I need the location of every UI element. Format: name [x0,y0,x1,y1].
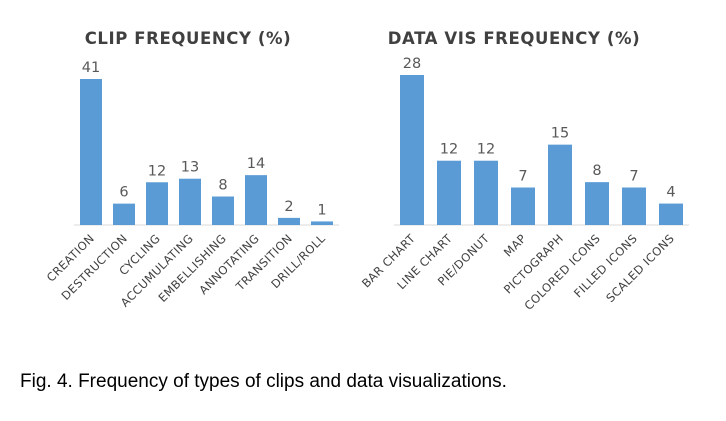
data-label: 12 [440,142,458,158]
bar [278,217,300,225]
data-label: 28 [403,56,421,72]
data-label: 7 [629,169,638,185]
data-label: 15 [551,126,569,142]
bar [474,160,498,225]
data-label: 12 [148,163,166,179]
data-label: 14 [247,156,265,172]
bar [622,187,646,225]
figure-caption: Fig. 4. Frequency of types of clips and … [20,371,507,392]
bar [146,182,168,225]
chart-title: CLIP FREQUENCY (%) [85,29,292,48]
bar [113,203,135,225]
bar [659,203,683,225]
bar [400,75,424,225]
data-label: 1 [317,202,326,218]
bar [511,187,535,225]
bar [245,175,267,225]
data-label: 13 [181,160,199,176]
data-label: 41 [82,60,100,76]
bar [80,79,102,225]
chart-title: DATA VIS FREQUENCY (%) [388,29,641,48]
bar [212,196,234,225]
category-label: MAP [501,231,529,259]
clip-frequency-chart: CLIP FREQUENCY (%) 41CREATION6DESTRUCTIO… [44,29,339,310]
category-label: SCALED ICONS [603,231,677,305]
bar [437,160,461,225]
data-label: 7 [518,169,527,185]
bar [548,144,572,225]
bar [311,221,333,225]
data-label: 2 [284,199,293,215]
data-label: 6 [119,185,128,201]
data-label: 4 [666,185,675,201]
bar [179,178,201,225]
data-label: 8 [218,178,227,194]
data-label: 12 [477,142,495,158]
data-label: 8 [592,163,601,179]
category-label: FILLED ICONS [571,231,640,300]
charts-svg: CLIP FREQUENCY (%) 41CREATION6DESTRUCTIO… [44,29,689,313]
bar [585,182,609,225]
